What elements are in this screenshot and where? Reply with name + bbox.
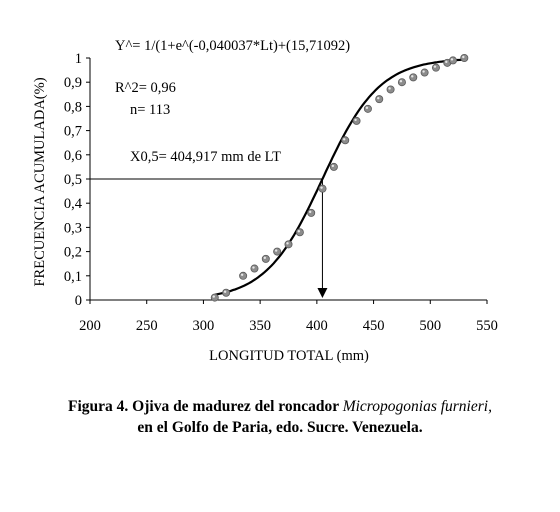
data-point-highlight xyxy=(252,266,255,269)
x-tick-label: 300 xyxy=(193,318,215,334)
r-squared-label: R^2= 0,96 xyxy=(115,80,176,96)
data-point xyxy=(386,85,395,94)
x-tick-label: 350 xyxy=(249,318,271,334)
data-point xyxy=(363,104,372,113)
data-point-highlight xyxy=(274,249,278,252)
x-tick-label: 500 xyxy=(419,318,441,334)
sample-size-label: n= 113 xyxy=(130,102,170,118)
data-point xyxy=(284,240,293,249)
data-point xyxy=(397,78,406,87)
data-point-highlight xyxy=(212,295,215,298)
data-point xyxy=(295,228,304,237)
data-point-highlight xyxy=(331,164,335,168)
data-point-highlight xyxy=(308,210,312,214)
x-axis-title: LONGITUD TOTAL (mm) xyxy=(209,348,369,364)
y-tick-label: 0,1 xyxy=(64,269,82,285)
x-tick-label: 250 xyxy=(136,318,158,334)
data-point xyxy=(409,73,418,82)
data-point xyxy=(352,116,361,125)
x-tick-label: 200 xyxy=(79,318,101,334)
data-point-highlight xyxy=(445,60,448,64)
y-axis-title: FRECUENCIA ACUMULADA(%) xyxy=(32,77,48,286)
data-point xyxy=(420,68,429,77)
data-point-highlight xyxy=(388,87,391,90)
data-point xyxy=(210,293,219,302)
figure-caption: Figura 4. Ojiva de madurez del roncador … xyxy=(0,396,560,417)
y-tick-label: 0,4 xyxy=(64,196,83,212)
data-point xyxy=(460,54,469,63)
data-point-highlight xyxy=(450,58,454,61)
data-point xyxy=(318,184,327,193)
x-tick-label: 550 xyxy=(476,318,498,334)
l50-arrow-head xyxy=(317,288,328,298)
data-point-highlight xyxy=(377,96,380,100)
data-point xyxy=(250,264,259,273)
y-tick-label: 0,7 xyxy=(64,124,82,140)
data-point xyxy=(222,288,231,297)
data-point-highlight xyxy=(354,118,357,122)
caption-species: Micropogonias furnieri, xyxy=(342,398,492,415)
data-point xyxy=(341,136,350,145)
data-point-highlight xyxy=(365,106,369,110)
data-point-highlight xyxy=(223,290,227,293)
data-point-highlight xyxy=(286,242,289,245)
data-point-highlight xyxy=(343,138,346,141)
figure-caption-line2: en el Golfo de Paria, edo. Sucre. Venezu… xyxy=(137,419,423,436)
data-point-highlight xyxy=(240,273,244,276)
y-tick-label: 0,3 xyxy=(64,220,82,236)
data-point xyxy=(239,271,248,280)
data-point xyxy=(273,247,282,256)
y-tick-label: 0,5 xyxy=(64,172,82,188)
data-point-highlight xyxy=(263,256,267,260)
data-point xyxy=(375,95,384,104)
x-tick-label: 450 xyxy=(363,318,385,334)
l50-label: X0,5= 404,917 mm de LT xyxy=(130,149,281,165)
data-point-highlight xyxy=(422,70,425,73)
data-point xyxy=(307,208,316,217)
y-tick-label: 0 xyxy=(75,293,82,309)
data-point xyxy=(261,254,270,263)
data-point-highlight xyxy=(297,230,301,233)
chart: Y^= 1/(1+e^(-0,040037*Lt)+(15,71092) R^2… xyxy=(32,38,498,364)
plot-area: 0 0,1 0,2 0,3 0,4 0,5 0,6 0,7 0,8 0,9 1 200 250 300 35… xyxy=(64,51,498,334)
data-point-highlight xyxy=(433,65,437,68)
y-tick-label: 0,2 xyxy=(64,245,82,261)
y-tick-label: 0,6 xyxy=(64,148,82,164)
y-tick-label: 1 xyxy=(75,51,82,67)
equation-label: Y^= 1/(1+e^(-0,040037*Lt)+(15,71092) xyxy=(115,38,350,54)
data-point xyxy=(448,56,457,65)
data-point xyxy=(329,162,338,171)
data-point xyxy=(431,63,440,72)
data-point-highlight xyxy=(462,55,465,59)
x-tick-label: 400 xyxy=(306,318,328,334)
y-tick-label: 0,8 xyxy=(64,99,82,115)
y-tick-label: 0,9 xyxy=(64,75,82,91)
data-point-highlight xyxy=(320,186,323,189)
data-point-highlight xyxy=(399,80,403,83)
data-point-highlight xyxy=(411,75,414,78)
fitted-curve xyxy=(214,58,465,296)
caption-prefix: Figura 4. Ojiva de madurez del roncador xyxy=(68,398,343,415)
